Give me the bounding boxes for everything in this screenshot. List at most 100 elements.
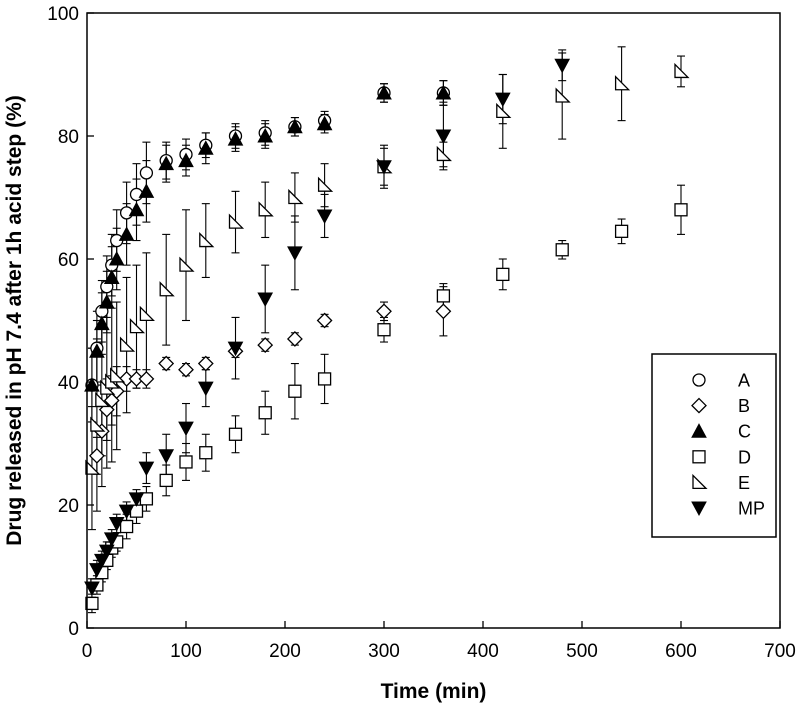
legend-marker-d [692,450,706,464]
axes [86,12,781,629]
data-point-d [288,384,302,398]
data-point-mp [108,516,125,532]
data-point-c [435,84,452,100]
data-point-e [674,62,690,79]
data-point-e [228,213,245,229]
data-point-c [128,201,145,217]
data-point-mp [376,160,392,175]
data-point-mp [494,92,511,108]
legend-marker-c [691,423,707,438]
x-axis-title: Time (min) [381,680,487,703]
plot-frame [86,12,781,629]
data-point-e [95,391,111,408]
data-point-e [159,281,175,297]
legend-item-b: B [691,396,750,416]
data-point-b [138,371,155,387]
y-tick-label: 60 [58,250,79,271]
x-tick-label: 300 [368,641,400,662]
data-point-e [436,145,452,162]
data-point-c [138,183,155,198]
data-point-mp [287,246,303,261]
data-point-b [376,303,392,320]
data-point-e [85,459,101,475]
data-point-c [94,315,110,331]
data-point-e [317,176,334,192]
x-tick-label: 600 [665,641,697,662]
data-point-c [257,127,274,143]
x-tick-label: 400 [467,641,499,662]
x-tick-label: 500 [566,641,598,662]
data-point-d [179,455,193,469]
y-tick-label: 100 [47,4,79,25]
x-tick-label: 700 [764,641,796,662]
legend-marker-a [692,373,706,387]
data-point-d [614,224,629,238]
data-point-d [377,323,391,337]
data-point-d [317,372,332,386]
data-point-e [288,188,304,205]
data-point-mp [118,504,135,520]
data-point-c [98,293,115,309]
legend-label: D [738,447,751,467]
data-point-mp [138,461,155,477]
data-point-e [258,201,274,217]
data-point-a [139,166,154,180]
data-point-d [228,427,243,441]
data-point-d [159,473,173,488]
data-point-b [88,447,105,464]
legend-marker-b [691,397,707,414]
data-point-mp [128,492,145,507]
data-point-mp [94,553,110,569]
data-point-c [84,377,100,392]
data-point-e [614,75,631,91]
data-point-b [257,337,274,354]
legend-marker-e [692,473,708,490]
data-point-d [199,446,213,460]
data-point-mp [554,58,571,74]
data-point-mp [84,581,100,597]
data-point-mp [178,421,194,437]
data-point-c [178,152,194,168]
data-point-mp [227,341,244,357]
legend-item-c: C [691,422,751,442]
data-point-b [158,355,175,372]
series-mp [84,58,571,597]
legend-frame [651,353,777,538]
data-point-c [316,115,333,131]
data-point-c [158,155,175,171]
y-tick-label: 80 [58,127,79,148]
legend-item-mp: MP [691,499,765,519]
data-point-e [179,256,195,272]
legend-item-a: A [692,371,750,391]
series-b [88,303,452,464]
data-point-mp [435,129,452,145]
data-points [84,58,690,611]
data-point-mp [197,381,214,397]
data-point-d [85,596,99,611]
data-point-d [436,289,451,303]
data-point-d [674,203,688,217]
data-point-mp [103,532,120,547]
series-d [85,203,688,611]
data-point-mp [89,563,105,578]
data-point-c [103,269,120,284]
legend-label: B [738,396,750,416]
data-point-d [258,406,272,420]
series-c [84,84,452,392]
legend-label: E [738,473,750,493]
data-point-c [89,343,105,358]
data-point-e [119,336,136,352]
series-e [85,62,690,475]
data-point-mp [98,544,115,560]
data-point-b [316,312,333,329]
y-tick-label: 40 [58,373,79,394]
data-point-c [108,250,125,266]
y-tick-label: 0 [68,619,79,640]
x-tick-label: 100 [170,641,202,662]
data-point-e [129,318,146,334]
legend-label: C [738,422,751,442]
data-point-mp [158,449,175,464]
data-point-c [197,140,214,155]
data-point-d [555,243,569,257]
